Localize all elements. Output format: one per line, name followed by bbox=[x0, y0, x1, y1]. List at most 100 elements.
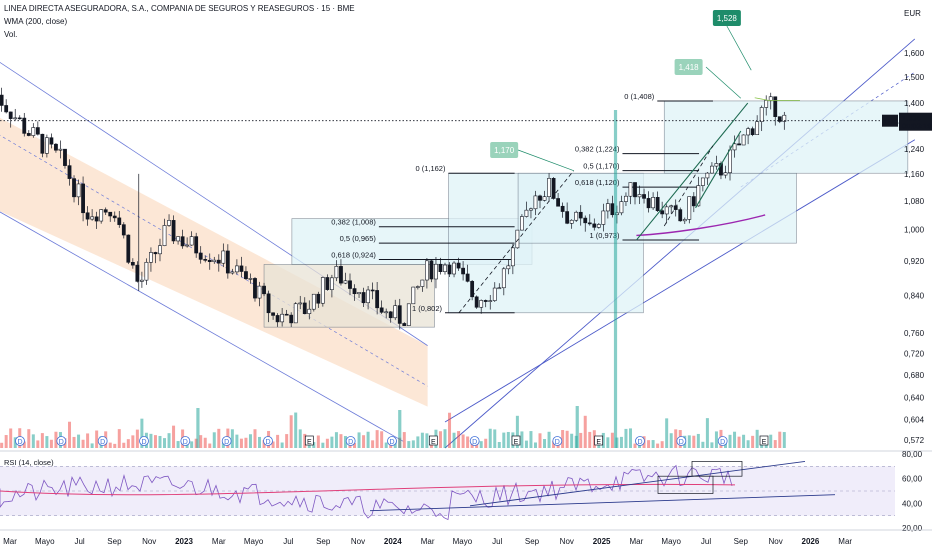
volume-bar bbox=[778, 431, 782, 448]
wma-line bbox=[636, 214, 766, 237]
candle-body bbox=[592, 223, 597, 228]
volume-bar bbox=[203, 437, 207, 448]
candle-body bbox=[307, 308, 312, 314]
event-label: D bbox=[224, 439, 229, 446]
volume-bar bbox=[696, 433, 700, 448]
volume-bar bbox=[692, 435, 696, 448]
volume-bar bbox=[262, 440, 266, 448]
time-tick: 2025 bbox=[593, 537, 611, 546]
candle-body bbox=[596, 224, 601, 228]
candle-body bbox=[737, 143, 741, 146]
volume-bar bbox=[443, 429, 447, 448]
trend-line bbox=[635, 102, 749, 241]
volume-bar bbox=[371, 440, 375, 448]
volume-bar bbox=[384, 442, 388, 448]
time-tick: Mar bbox=[421, 537, 435, 546]
volume-bar bbox=[68, 421, 72, 448]
price-tick: 1,400 bbox=[904, 99, 925, 108]
candle-body bbox=[108, 211, 113, 217]
callout-pointer bbox=[705, 66, 742, 99]
event-marker bbox=[594, 435, 604, 446]
fib-level-label: 0,382 (1,224) bbox=[575, 145, 620, 154]
time-tick: Jul bbox=[74, 537, 84, 546]
symbol-tag-bg bbox=[882, 114, 898, 127]
candle-body bbox=[628, 182, 633, 197]
event-marker bbox=[511, 435, 521, 446]
candle-body bbox=[289, 314, 294, 324]
volume-bar bbox=[656, 443, 660, 448]
candle-body bbox=[352, 288, 357, 295]
price-tick: 0,640 bbox=[904, 394, 925, 403]
candle-body bbox=[366, 289, 370, 304]
time-tick: Sep bbox=[734, 537, 749, 546]
volume-legend[interactable]: Vol. bbox=[4, 30, 18, 39]
event-marker bbox=[345, 436, 356, 446]
time-tick: Sep bbox=[525, 537, 540, 546]
indicator-legend[interactable]: WMA (200, close) bbox=[4, 17, 68, 26]
candle-body bbox=[443, 264, 447, 273]
candle-body bbox=[361, 292, 366, 304]
candle-body bbox=[112, 215, 117, 219]
price-tick: 0,760 bbox=[904, 329, 925, 338]
volume-bar bbox=[669, 433, 673, 448]
event-label: D bbox=[720, 439, 725, 446]
candle-body bbox=[375, 290, 380, 309]
volume-bar bbox=[366, 431, 370, 448]
volume-bar bbox=[529, 431, 533, 448]
candle-body bbox=[117, 217, 122, 225]
volume-bar bbox=[375, 430, 379, 448]
candle-body bbox=[605, 203, 610, 212]
candle-body bbox=[239, 265, 244, 272]
volume-bar bbox=[325, 438, 329, 448]
volume-bar bbox=[163, 438, 167, 448]
volume-bar bbox=[321, 442, 325, 448]
fib-level-label: 0,382 (1,008) bbox=[331, 218, 376, 227]
volume-bar bbox=[407, 441, 411, 448]
candle-body bbox=[551, 178, 556, 199]
volume-bar bbox=[705, 418, 709, 448]
candle-body bbox=[474, 296, 479, 308]
fib-level-label: 0 (1,408) bbox=[624, 92, 655, 101]
candle-body bbox=[397, 305, 402, 324]
candle-body bbox=[556, 198, 561, 207]
candle-body bbox=[406, 303, 411, 326]
event-label: E bbox=[596, 439, 601, 446]
candle-body bbox=[633, 182, 637, 198]
volume-bar bbox=[398, 410, 402, 448]
event-marker bbox=[15, 436, 25, 446]
desc-channel-fill bbox=[0, 117, 428, 407]
volume-bar bbox=[773, 440, 777, 448]
volume-bar bbox=[687, 435, 691, 448]
candle-body bbox=[167, 220, 171, 226]
volume-bar bbox=[628, 428, 632, 448]
volume-bar bbox=[579, 432, 583, 448]
candle-body bbox=[153, 252, 158, 255]
candle-body bbox=[99, 209, 104, 222]
candle-body bbox=[85, 212, 90, 220]
volume-bar bbox=[565, 430, 569, 448]
volume-bar bbox=[402, 432, 406, 448]
candle-body bbox=[728, 149, 732, 174]
volume-bar bbox=[343, 436, 347, 448]
rsi-line bbox=[0, 464, 733, 521]
candle-body bbox=[710, 165, 714, 174]
candle-body bbox=[162, 225, 167, 246]
callout-pointer bbox=[517, 149, 574, 171]
volume-bar bbox=[31, 434, 35, 448]
fib-level-label: 1 (0,802) bbox=[412, 304, 443, 313]
candle-body bbox=[348, 280, 352, 289]
time-tick: Nov bbox=[768, 537, 782, 546]
time-tick: Mar bbox=[630, 537, 644, 546]
volume-bar bbox=[601, 432, 605, 448]
event-label: D bbox=[100, 439, 105, 446]
volume-bar bbox=[158, 435, 162, 448]
volume-bar bbox=[457, 431, 461, 448]
volume-bar bbox=[330, 436, 334, 448]
candle-body bbox=[171, 220, 176, 242]
candle-body bbox=[574, 211, 579, 221]
candle-body bbox=[280, 313, 285, 323]
volume-bar bbox=[723, 443, 727, 448]
candles-group bbox=[0, 87, 787, 330]
volume-bar bbox=[135, 429, 139, 448]
